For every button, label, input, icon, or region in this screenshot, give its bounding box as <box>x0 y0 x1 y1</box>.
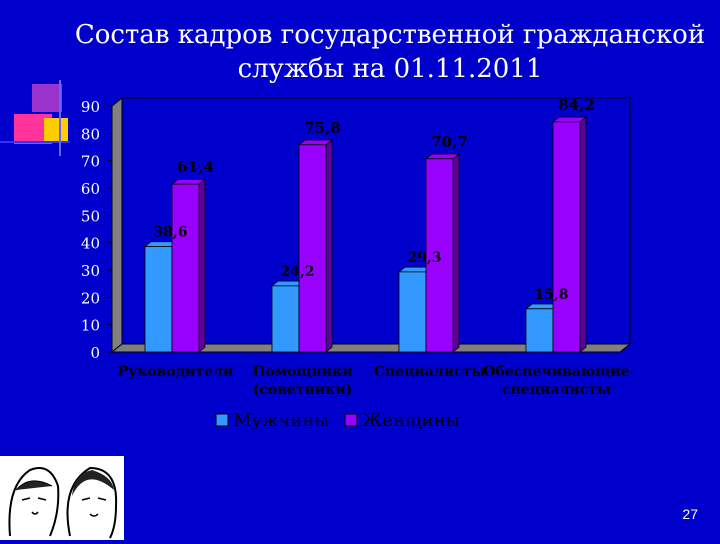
y-tick-label: 80 <box>81 125 100 143</box>
category-label: специалисты <box>502 382 611 398</box>
y-tick-label: 40 <box>81 235 100 253</box>
bar-women <box>171 183 200 353</box>
category-label: Руководители <box>118 364 234 380</box>
bar-men <box>144 246 173 353</box>
data-label-men: 24,2 <box>280 264 314 280</box>
bar-women <box>298 144 327 353</box>
data-label-women: 75,8 <box>304 119 341 137</box>
page-number: 27 <box>682 506 698 522</box>
data-label-men: 38,6 <box>153 224 187 240</box>
bar-women-top <box>424 153 461 160</box>
chart-title: Состав кадров государственной гражданско… <box>60 18 720 86</box>
y-tick-label: 30 <box>81 262 100 280</box>
bar-men <box>525 308 554 353</box>
bar-women-top <box>170 178 207 185</box>
faces-illustration <box>0 456 124 540</box>
legend-label-men: Мужчины <box>233 410 329 431</box>
y-tick-label: 60 <box>81 180 100 198</box>
bar-men <box>271 285 300 353</box>
decorative-squares-icon <box>0 80 70 156</box>
title-line-1: Состав кадров государственной гражданско… <box>74 20 706 50</box>
y-tick-label: 10 <box>81 317 100 335</box>
y-tick-label: 70 <box>81 153 100 171</box>
legend-swatch-men <box>215 413 229 427</box>
data-label-men: 15,8 <box>534 287 568 303</box>
faces-drawing-icon <box>8 466 118 539</box>
plot-side-wall <box>111 96 123 354</box>
category-label: Обеспечивающие <box>483 364 629 380</box>
bar-women-top <box>551 116 588 123</box>
bar-men <box>398 271 427 353</box>
category-label: Специалисты <box>374 364 486 380</box>
y-tick-label: 50 <box>81 207 100 225</box>
data-label-women: 84,2 <box>558 96 595 114</box>
data-label-women: 61,4 <box>177 158 214 176</box>
bar-women-top <box>297 139 334 146</box>
y-tick-label: 90 <box>81 98 100 116</box>
data-label-men: 29,3 <box>407 250 441 266</box>
title-line-2: службы на 01.11.2011 <box>237 54 543 84</box>
category-label: Помощники <box>252 364 352 380</box>
bar-women <box>425 158 454 353</box>
legend-label-women: Женщины <box>362 410 460 431</box>
bar-women <box>552 121 581 353</box>
legend-swatch-women <box>344 413 358 427</box>
data-label-women: 70,7 <box>431 133 468 151</box>
bar-women-side <box>579 116 587 353</box>
category-label: (советники) <box>253 382 353 398</box>
plot-back-wall <box>121 97 631 345</box>
bar-women-side <box>452 153 460 353</box>
y-tick-label: 20 <box>81 289 100 307</box>
y-tick-label: 0 <box>90 344 100 362</box>
bar-women-side <box>325 139 333 353</box>
bar-women-side <box>198 178 206 353</box>
